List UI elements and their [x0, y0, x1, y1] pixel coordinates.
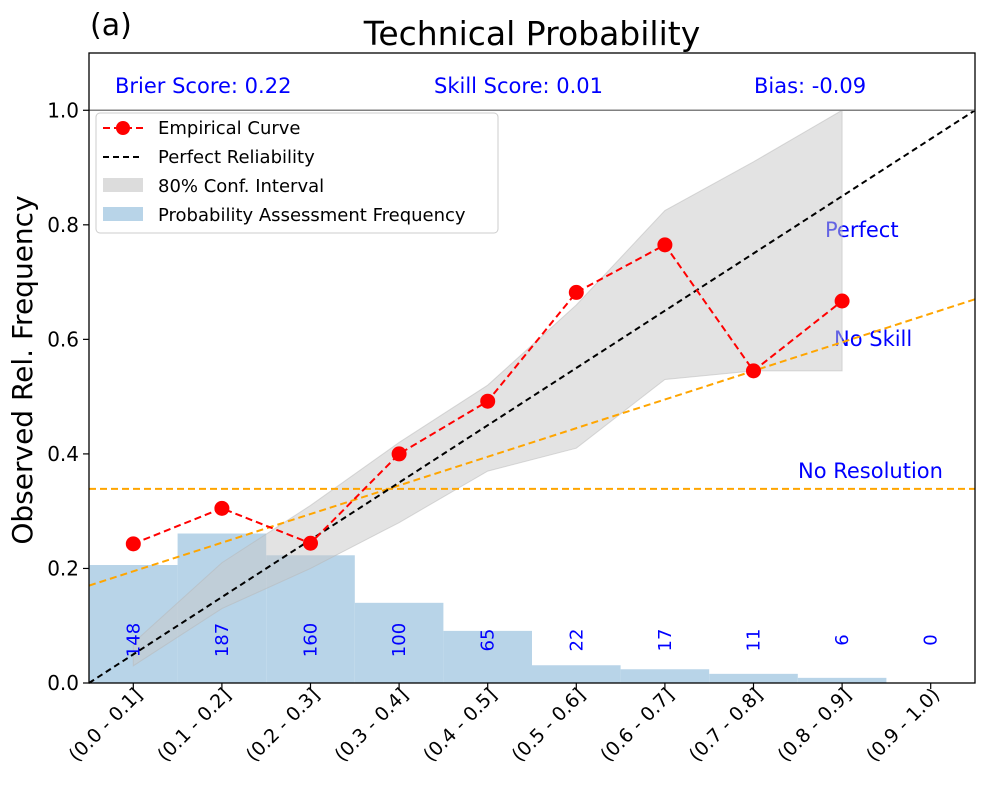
no-resolution-annotation: No Resolution [798, 459, 943, 483]
y-axis-label: Observed Rel. Frequency [6, 195, 39, 544]
legend-empirical-marker [116, 121, 130, 135]
bin-count-label: 148 [123, 623, 144, 657]
empirical-point [391, 446, 407, 462]
x-tick-label: (0.7 - 0.8] [685, 684, 767, 766]
x-tick-label: (0.2 - 0.3] [242, 684, 324, 766]
bin-count-label: 187 [212, 623, 233, 657]
legend-ci-label: 80% Conf. Interval [158, 176, 324, 197]
legend-ci-swatch [103, 178, 143, 192]
empirical-point [834, 293, 850, 309]
chart-title: Technical Probability [363, 14, 700, 53]
y-tick-label: 0.8 [47, 213, 79, 237]
x-tick-label: (0.5 - 0.6] [508, 684, 590, 766]
x-tick-label: (0.8 - 0.9] [773, 684, 855, 766]
bin-count-label: 6 [832, 634, 853, 645]
empirical-point [480, 393, 496, 409]
bin-count-label: 65 [478, 629, 499, 652]
x-tick-label: (0.3 - 0.4] [330, 684, 412, 766]
skill-score-label: Skill Score: 0.01 [434, 74, 603, 98]
empirical-point [568, 284, 584, 300]
legend: Empirical Curve Perfect Reliability 80% … [95, 112, 499, 234]
legend-frequency-label: Probability Assessment Frequency [158, 205, 466, 226]
bin-count-label: 17 [655, 629, 676, 652]
bias-label: Bias: -0.09 [754, 74, 866, 98]
empirical-point [303, 535, 318, 551]
legend-empirical-label: Empirical Curve [158, 118, 301, 139]
panel-label: (a) [90, 8, 132, 43]
legend-box [95, 112, 499, 234]
y-tick-label: 0.4 [47, 442, 79, 466]
y-tick-label: 1.0 [47, 98, 79, 122]
plot-frame [88, 52, 976, 684]
frequency-bar [354, 602, 444, 683]
frequency-bar [797, 677, 887, 683]
x-tick-label: (0.4 - 0.5] [419, 684, 501, 766]
legend-perfect-label: Perfect Reliability [158, 147, 315, 168]
x-tick-label: (0.1 - 0.2] [153, 684, 235, 766]
frequency-bar [709, 673, 798, 683]
x-tick-label: (0.9 - 1.0) [862, 684, 944, 766]
no-skill-line [88, 298, 976, 587]
bin-count-label: 22 [566, 629, 587, 652]
x-tick-label: (0.6 - 0.7] [596, 684, 678, 766]
empirical-point [746, 363, 761, 379]
empirical-point [657, 237, 673, 253]
legend-frequency-swatch [103, 207, 143, 221]
frequency-bar [620, 669, 710, 683]
brier-score-label: Brier Score: 0.22 [115, 74, 291, 98]
y-tick-label: 0.2 [47, 556, 79, 580]
bin-count-label: 160 [301, 623, 322, 657]
empirical-point [125, 536, 141, 552]
empirical-point [214, 500, 230, 516]
y-tick-label: 0.6 [47, 327, 79, 351]
frequency-bar [443, 630, 532, 683]
bin-count-label: 11 [744, 629, 765, 652]
bin-count-label: 0 [921, 634, 942, 645]
bin-count-label: 100 [389, 623, 410, 657]
no-skill-annotation: No Skill [834, 327, 912, 351]
x-tick-label: (0.0 - 0.1] [65, 684, 147, 766]
y-tick-label: 0.0 [47, 671, 79, 695]
frequency-bar [532, 665, 621, 683]
perfect-reliability-line [88, 109, 976, 684]
